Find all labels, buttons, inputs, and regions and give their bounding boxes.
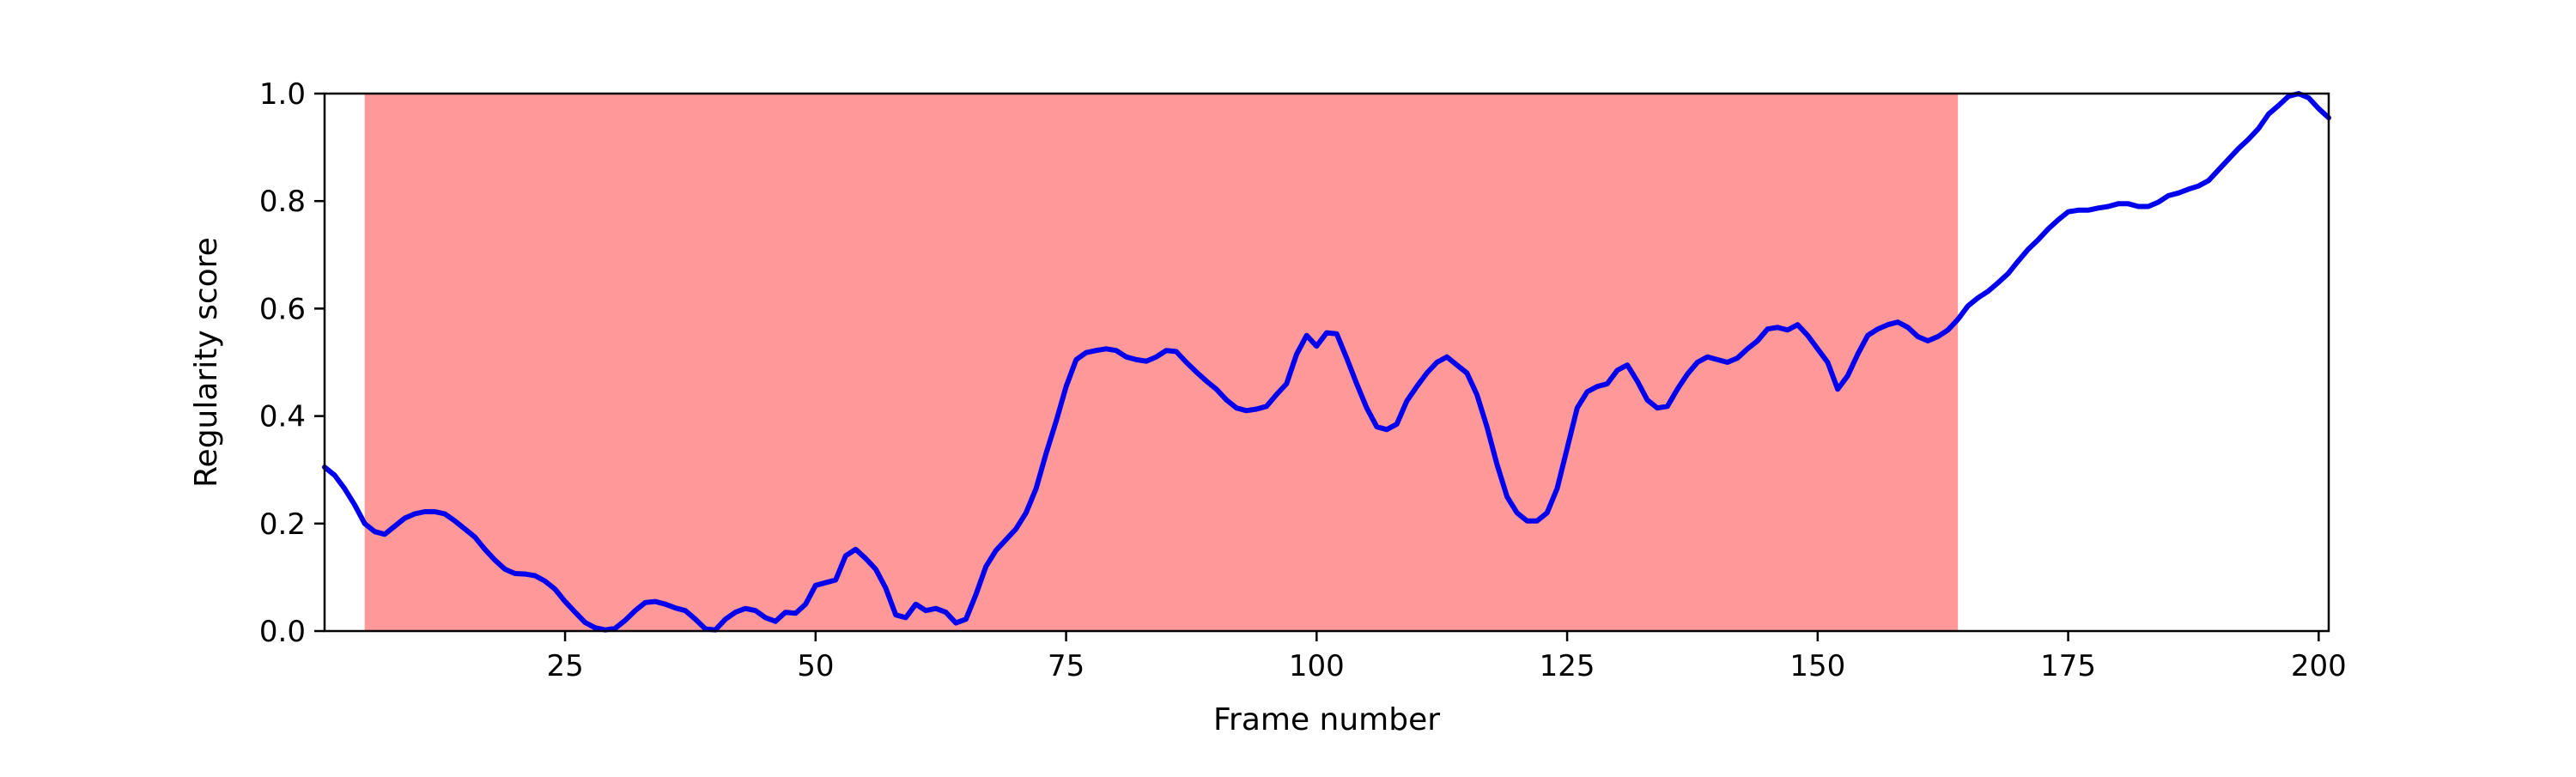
- y-tick-label: 0.6: [259, 292, 306, 326]
- x-tick-label: 75: [1048, 649, 1084, 683]
- x-tick-label: 200: [2291, 649, 2347, 683]
- x-tick-label: 125: [1540, 649, 1595, 683]
- anomaly-highlight-band: [364, 94, 1959, 631]
- y-tick-label: 0.0: [259, 615, 306, 649]
- y-tick-label: 0.8: [259, 185, 306, 219]
- x-tick-label: 50: [797, 649, 834, 683]
- plot-frame: [323, 92, 2330, 633]
- x-tick-label: 25: [546, 649, 583, 683]
- y-axis-ticks: 0.0 0.2 0.4 0.6 0.8 1.0: [259, 77, 325, 649]
- y-tick-label: 0.2: [259, 507, 306, 542]
- x-axis-label: Frame number: [1213, 702, 1440, 738]
- y-axis-label: Regularity score: [189, 237, 224, 488]
- y-tick-label: 0.4: [259, 400, 306, 434]
- x-tick-label: 175: [2040, 649, 2096, 683]
- x-axis-ticks: 25 50 75 100 125 150 175 200: [546, 631, 2347, 683]
- y-tick-label: 1.0: [259, 77, 306, 112]
- regularity-score-line: [322, 91, 2331, 633]
- x-tick-label: 100: [1289, 649, 1345, 683]
- x-tick-label: 150: [1789, 649, 1845, 683]
